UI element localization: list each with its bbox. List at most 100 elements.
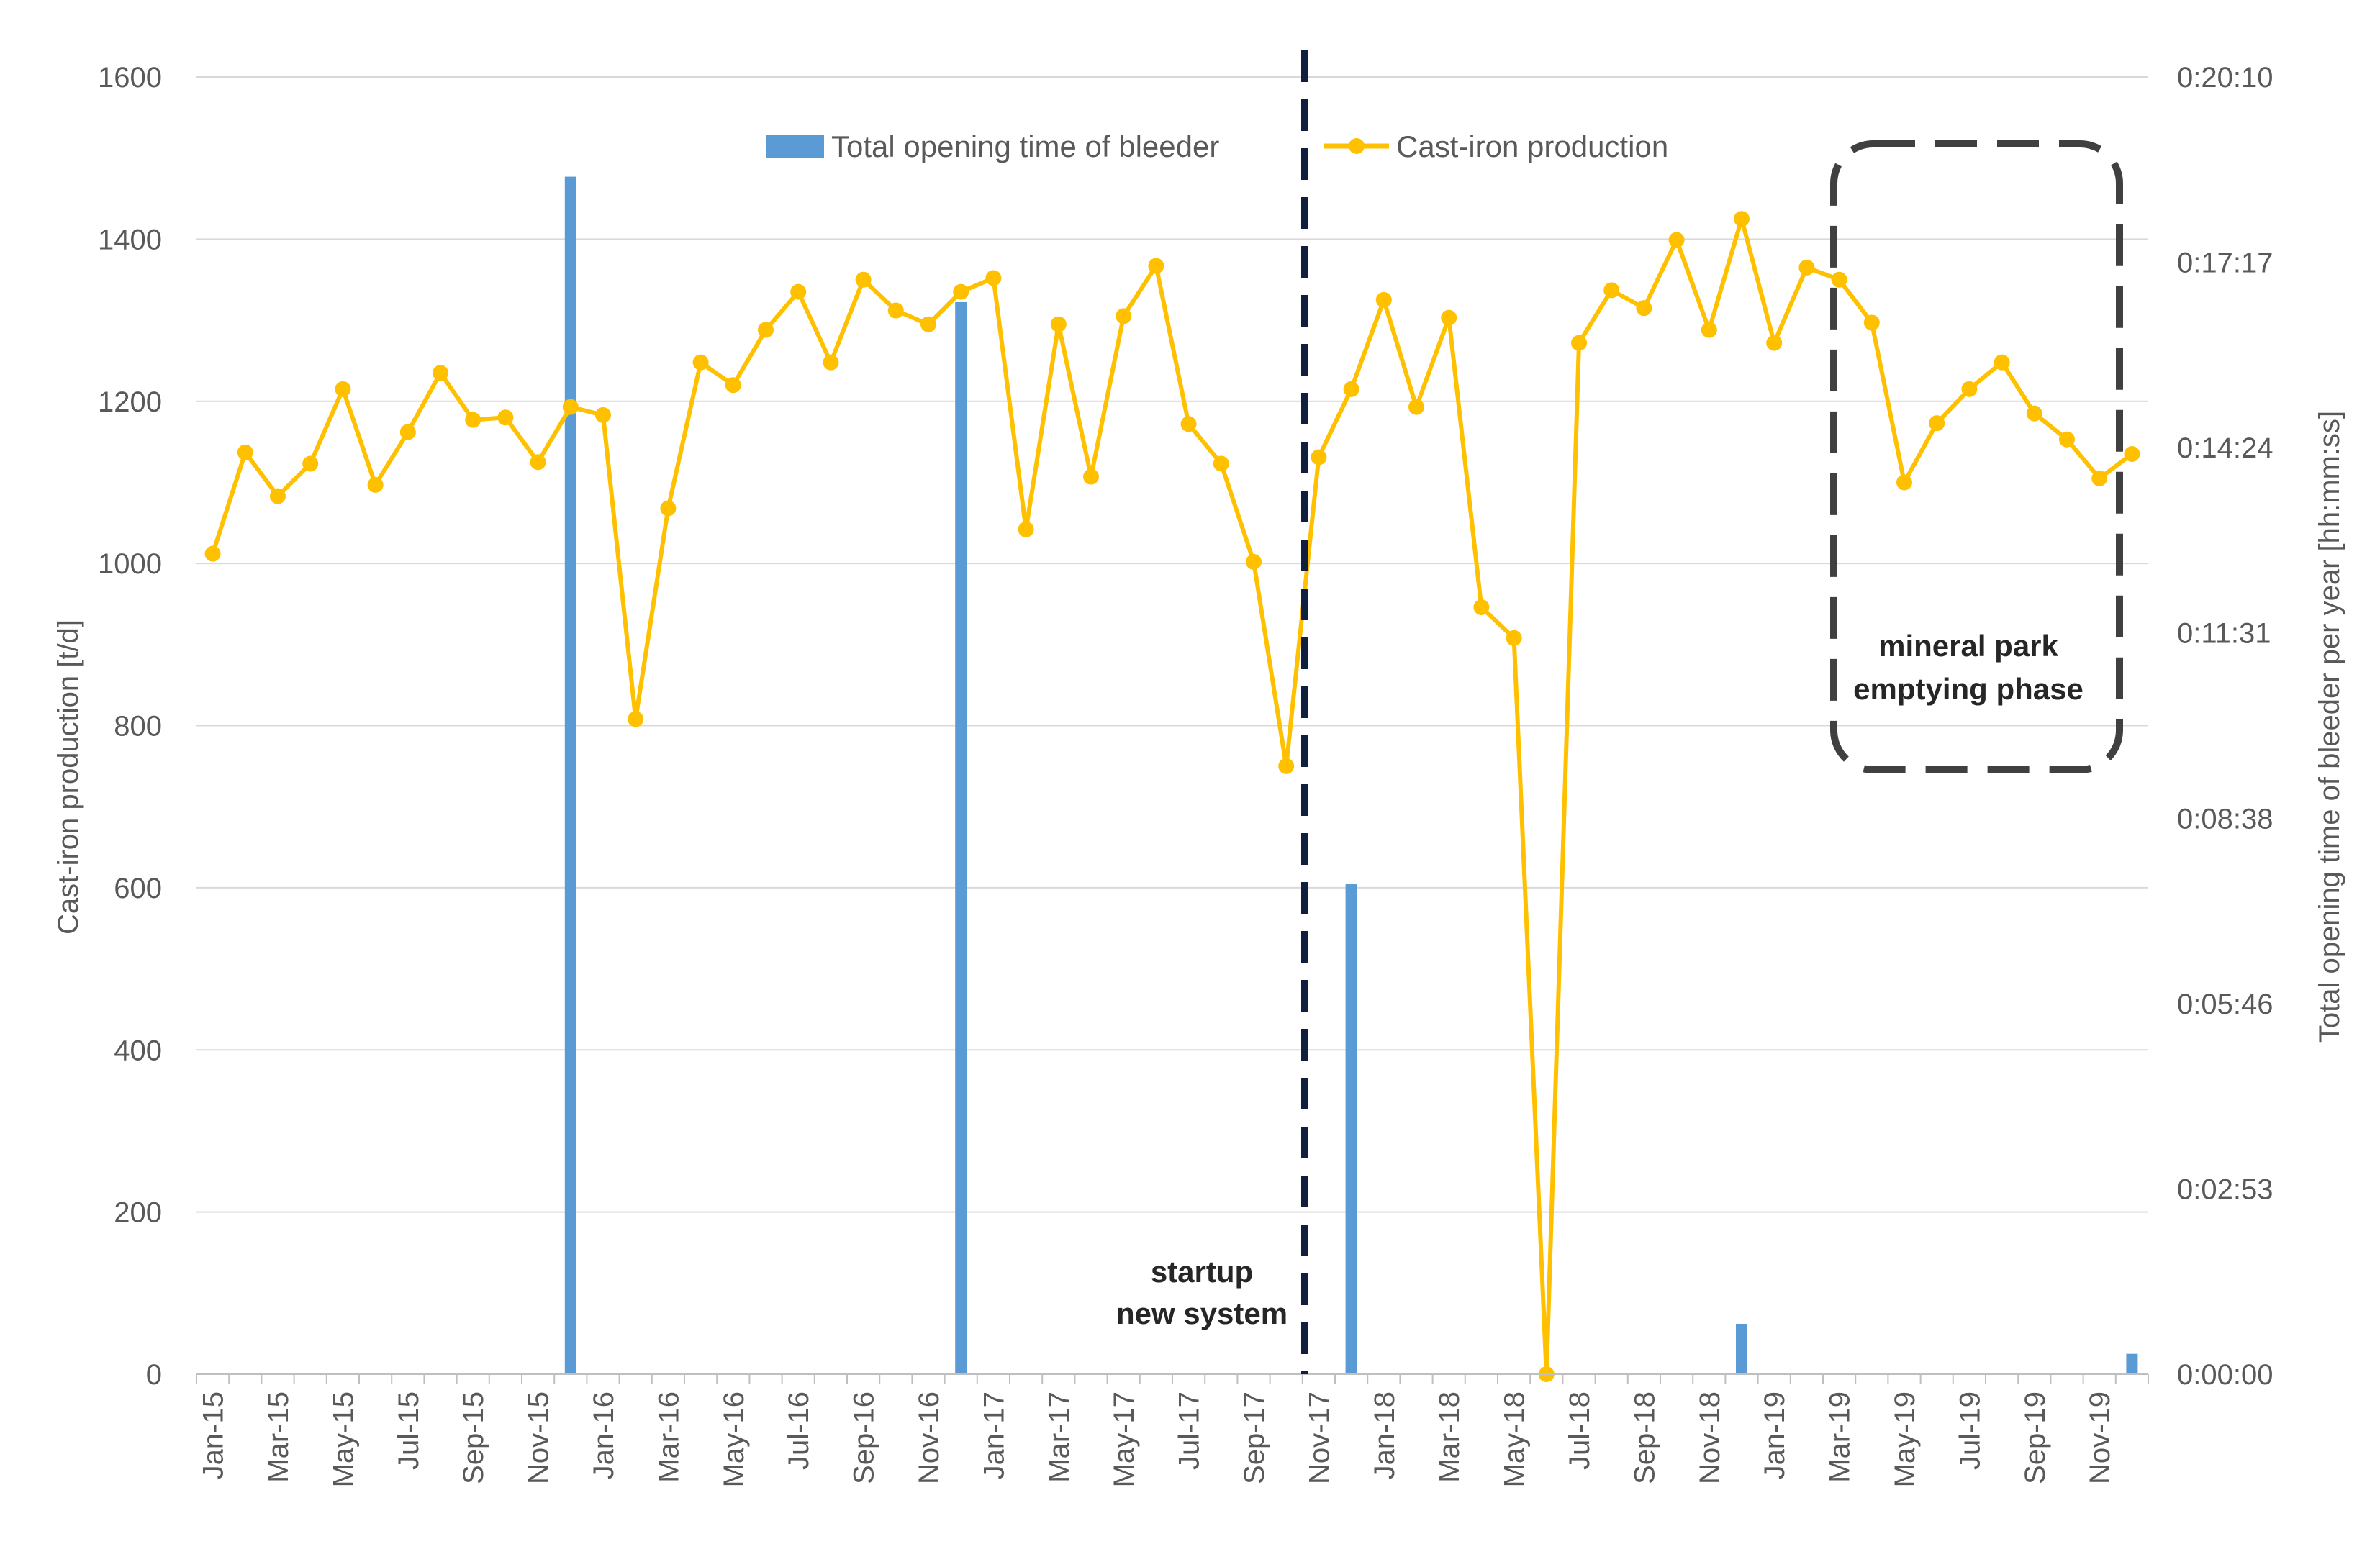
production-point xyxy=(1116,308,1132,324)
x-tick-label: Nov-19 xyxy=(2084,1391,2116,1484)
gridlines xyxy=(196,76,2148,1213)
left-tick-label: 1400 xyxy=(98,224,162,255)
production-point xyxy=(1961,381,1978,397)
production-point xyxy=(1994,354,2010,371)
production-point xyxy=(1180,416,1197,432)
x-tick-label: Jan-19 xyxy=(1759,1391,1791,1479)
production-point xyxy=(367,476,384,493)
production-point xyxy=(270,488,286,504)
production-point xyxy=(2059,431,2075,448)
x-tick-label: May-17 xyxy=(1108,1391,1140,1487)
mineral-annotation-line1: mineral park xyxy=(1878,629,2058,663)
production-point xyxy=(1278,758,1295,774)
bleeder-bar xyxy=(955,301,967,1374)
right-tick-label: 0:20:10 xyxy=(2177,62,2273,94)
production-point xyxy=(237,444,253,460)
production-point xyxy=(1506,630,1522,646)
production-point xyxy=(1603,282,1620,299)
mineral-annotation-line2: emptying phase xyxy=(1853,672,2083,706)
startup-annotation-line2: new system xyxy=(1116,1296,1288,1330)
x-tick-label: Mar-18 xyxy=(1434,1391,1465,1483)
x-tick-label: Jul-19 xyxy=(1954,1391,1986,1470)
x-tick-label: Mar-19 xyxy=(1824,1391,1856,1483)
x-tick-label: Jul-18 xyxy=(1564,1391,1596,1470)
production-point xyxy=(1018,521,1034,537)
production-point xyxy=(758,322,774,338)
x-tick-label: Nov-16 xyxy=(913,1391,945,1484)
production-point xyxy=(855,271,872,288)
production-point xyxy=(433,365,448,381)
production-point xyxy=(1571,335,1587,351)
production-point xyxy=(1246,553,1262,570)
production-point xyxy=(985,270,1002,286)
mineral-park-box xyxy=(1830,140,2123,773)
x-tick-label: Jul-17 xyxy=(1174,1391,1205,1470)
x-tick-label: Jan-16 xyxy=(588,1391,620,1479)
right-tick-label: 0:08:38 xyxy=(2177,803,2273,835)
x-tick-label: Jul-16 xyxy=(783,1391,815,1470)
x-tick-label: Sep-16 xyxy=(849,1391,880,1484)
left-tick-label: 600 xyxy=(114,873,162,904)
production-point xyxy=(595,407,611,423)
production-point xyxy=(2124,445,2140,462)
x-tick-label: Nov-18 xyxy=(1694,1391,1726,1484)
production-point xyxy=(399,424,416,440)
x-tick-label: Mar-16 xyxy=(653,1391,684,1483)
production-point xyxy=(1798,259,1815,276)
production-point xyxy=(1831,271,1847,288)
left-tick-label: 800 xyxy=(114,711,162,743)
x-tick-label: May-18 xyxy=(1499,1391,1531,1487)
left-y-axis: 0 200 400 600 800 1000 1200 1400 1600 xyxy=(98,62,162,1391)
x-tick-label: Sep-19 xyxy=(2019,1391,2051,1484)
production-point xyxy=(1668,232,1685,248)
production-point xyxy=(1311,449,1327,466)
x-tick-label: Jan-18 xyxy=(1369,1391,1401,1479)
production-point xyxy=(692,354,709,371)
production-point xyxy=(497,409,514,426)
legend: Total opening time of bleeder Cast-iron … xyxy=(766,130,1668,163)
left-axis-title: Cast-iron production [t/d] xyxy=(53,619,84,935)
x-tick-label: Jul-15 xyxy=(393,1391,425,1470)
x-tick-label: Nov-17 xyxy=(1303,1391,1335,1484)
x-tick-label: Mar-15 xyxy=(263,1391,294,1483)
production-point xyxy=(790,283,807,300)
production-point xyxy=(920,316,936,332)
production-point xyxy=(1441,309,1457,326)
legend-label-production: Cast-iron production xyxy=(1396,130,1668,163)
x-axis: Jan-15 Mar-15 May-15 Jul-15 Sep-15 Nov-15 Jan-… xyxy=(196,1373,2149,1487)
production-point xyxy=(823,354,839,371)
production-point xyxy=(953,283,969,300)
legend-swatch-production-marker xyxy=(1349,138,1365,154)
left-tick-label: 400 xyxy=(114,1035,162,1066)
x-tick-label: Sep-15 xyxy=(458,1391,489,1484)
left-tick-label: 1600 xyxy=(98,62,162,94)
production-point xyxy=(465,412,481,428)
right-tick-label: 0:14:24 xyxy=(2177,432,2273,464)
production-point xyxy=(660,500,677,517)
left-tick-label: 1200 xyxy=(98,386,162,418)
production-point xyxy=(1408,399,1424,415)
x-tick-label: Nov-15 xyxy=(523,1391,555,1484)
production-point xyxy=(1050,316,1067,332)
production-point xyxy=(1766,335,1783,351)
right-tick-label: 0:11:31 xyxy=(2177,618,2271,650)
right-y-axis: 0:00:00 0:02:53 0:05:46 0:08:38 0:11:31 0:14:… xyxy=(2177,62,2273,1391)
production-point xyxy=(562,399,579,415)
startup-annotation-line1: startup xyxy=(1151,1255,1253,1289)
bleeder-bars xyxy=(564,176,2138,1375)
x-tick-label: Mar-17 xyxy=(1044,1391,1075,1483)
right-tick-label: 0:17:17 xyxy=(2177,248,2273,279)
production-point xyxy=(2091,470,2108,486)
production-point xyxy=(335,381,351,397)
production-point xyxy=(1896,474,1912,491)
production-point xyxy=(1701,322,1717,338)
x-tick-label: Jan-17 xyxy=(978,1391,1010,1479)
production-point xyxy=(1375,291,1392,308)
bleeder-bar xyxy=(564,176,576,1375)
production-point xyxy=(302,455,319,472)
production-point xyxy=(628,711,644,727)
x-tick-label: Sep-17 xyxy=(1239,1391,1270,1484)
production-point xyxy=(2026,405,2042,422)
production-point xyxy=(1734,211,1750,227)
production-point xyxy=(1636,300,1652,317)
